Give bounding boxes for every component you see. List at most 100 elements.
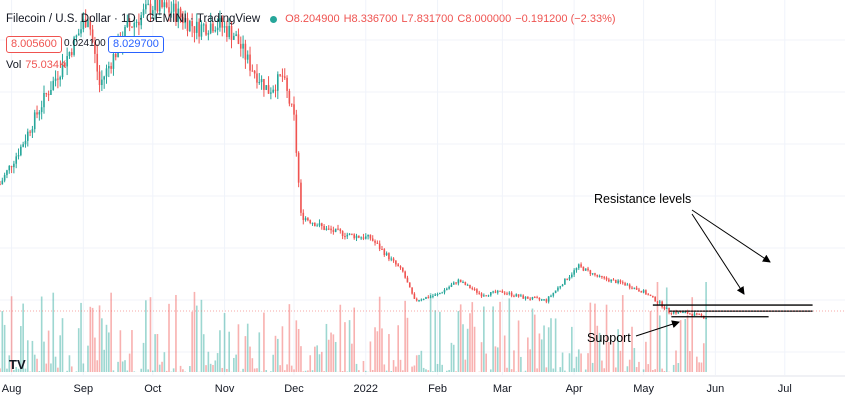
- volume-bar: [517, 320, 520, 372]
- volume-bar: [462, 324, 464, 372]
- volume-bar: [612, 341, 615, 372]
- volume-bar: [320, 351, 323, 372]
- volume-bar: [101, 318, 103, 372]
- volume-bar: [290, 365, 293, 372]
- volume-bar: [469, 313, 471, 372]
- candle-body: [165, 2, 168, 8]
- volume-bar: [68, 355, 71, 372]
- candle-body: [318, 223, 321, 226]
- candle-body: [110, 66, 112, 69]
- candle-body: [325, 228, 328, 230]
- candle-body: [663, 306, 666, 309]
- volume-bar: [112, 370, 115, 372]
- volume-bar: [98, 305, 101, 372]
- candle-body: [374, 240, 376, 243]
- volume-bar: [36, 358, 38, 372]
- x-tick-label: Aug: [2, 383, 22, 395]
- volume-bar: [103, 349, 105, 372]
- candle-body: [411, 287, 413, 294]
- volume-bar: [89, 306, 92, 372]
- volume-bar: [545, 367, 548, 372]
- volume-bar: [552, 368, 555, 372]
- volume-bar: [15, 367, 18, 372]
- candle-body: [418, 299, 420, 301]
- volume-bar: [513, 350, 515, 372]
- volume-bar: [110, 292, 112, 372]
- candle-body: [286, 77, 288, 91]
- candle-body: [246, 54, 249, 60]
- candle-body: [0, 184, 1, 186]
- volume-bar: [663, 371, 666, 372]
- volume-bar: [272, 354, 274, 372]
- candle-body: [219, 18, 221, 28]
- candle-body: [337, 228, 339, 230]
- candle-body: [677, 311, 680, 314]
- candle-body: [459, 279, 462, 283]
- x-axis: Aug Sep Oct Nov Dec 2022 Feb Mar Apr May Jun Jul: [0, 375, 845, 395]
- volume-bar: [263, 312, 265, 372]
- volume-bar: [480, 342, 483, 372]
- volume-bar: [638, 361, 640, 372]
- volume-bar: [397, 325, 400, 372]
- candle-body: [149, 3, 152, 16]
- volume-bar: [191, 311, 193, 372]
- volume-bar: [10, 296, 13, 372]
- volume-bar: [577, 349, 580, 372]
- tradingview-logo-icon[interactable]: TV: [9, 357, 26, 372]
- candle-body: [587, 268, 589, 271]
- volume-bar: [422, 367, 425, 372]
- candle-body: [200, 24, 203, 37]
- volume-bar: [432, 371, 434, 372]
- volume-bar: [304, 370, 307, 372]
- volume-bar: [202, 334, 205, 372]
- volume-bar: [635, 367, 638, 372]
- candle-body: [300, 182, 302, 213]
- candle-body: [177, 8, 180, 22]
- volume-bar: [672, 364, 675, 372]
- volume-bar: [376, 331, 379, 372]
- volume-bar: [182, 369, 184, 372]
- volume-bar: [96, 360, 99, 372]
- volume-bar: [524, 370, 527, 372]
- candle-body: [283, 76, 286, 78]
- candle-body: [57, 78, 59, 80]
- candle-body: [524, 296, 527, 299]
- volume-bar: [483, 306, 485, 372]
- volume-bar: [533, 314, 536, 372]
- volume-bar: [47, 330, 50, 372]
- candle-body: [198, 21, 200, 37]
- volume-bar: [0, 368, 1, 372]
- buy-price-button[interactable]: 8.029700: [108, 36, 164, 53]
- volume-bar: [564, 370, 566, 372]
- volume-bar: [325, 323, 328, 372]
- ohlc-open: O8.204900: [285, 13, 340, 25]
- candle-body: [124, 26, 126, 42]
- volume-bar: [503, 335, 506, 372]
- candle-body: [700, 314, 703, 316]
- volume-bar: [334, 341, 337, 372]
- annotation-arrows: [635, 209, 771, 337]
- volume-bar: [17, 368, 20, 372]
- candle-body: [293, 104, 295, 115]
- volume-bar: [311, 370, 314, 372]
- resistance-arrow: [691, 209, 771, 263]
- volume-bar: [66, 370, 68, 372]
- candles: [0, 0, 707, 320]
- candle-body: [554, 290, 557, 293]
- volume-bar: [145, 300, 147, 372]
- sell-price-button[interactable]: 8.005600: [6, 36, 62, 53]
- candle-body: [642, 290, 645, 293]
- volume-bar: [658, 315, 661, 372]
- volume-bar: [369, 341, 372, 372]
- volume-bar: [70, 366, 73, 372]
- volume-bar: [390, 371, 393, 372]
- candle-body: [527, 296, 529, 299]
- volume-bar: [353, 307, 356, 372]
- volume-bar: [543, 325, 545, 372]
- x-tick-label: Feb: [428, 383, 447, 395]
- volume-bar: [161, 361, 163, 372]
- volume-bar: [554, 318, 557, 372]
- candle-body: [175, 3, 177, 22]
- volume-bar: [276, 338, 279, 372]
